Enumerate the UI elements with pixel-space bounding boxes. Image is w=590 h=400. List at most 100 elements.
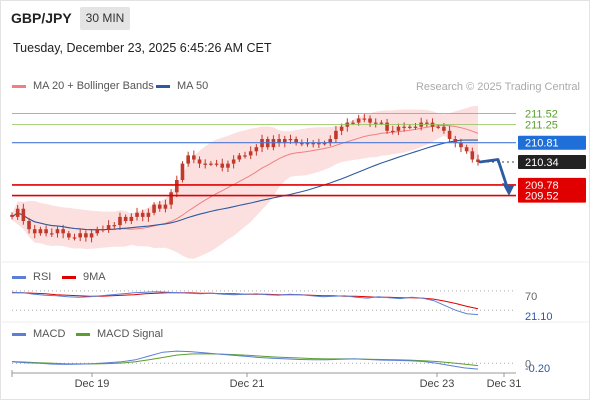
legend-ma50: MA 50 bbox=[156, 80, 208, 92]
ma50-line bbox=[11, 139, 478, 231]
candle bbox=[38, 229, 43, 234]
candle bbox=[237, 155, 242, 160]
rsi-tick-value: 21.10 bbox=[525, 311, 553, 323]
candle bbox=[123, 216, 128, 221]
candle bbox=[373, 122, 378, 124]
level-badge-last bbox=[518, 154, 586, 169]
level-label-last: 210.34 bbox=[525, 157, 559, 169]
candle bbox=[322, 143, 327, 145]
legend-rsi-label: RSI bbox=[33, 271, 52, 283]
legend-macd-label: MACD bbox=[33, 328, 66, 340]
candle bbox=[248, 151, 253, 156]
candle bbox=[390, 130, 395, 132]
candle bbox=[413, 126, 418, 128]
forecast-arrow bbox=[478, 158, 510, 192]
rsi-swatch bbox=[12, 275, 26, 279]
level-badge-support bbox=[518, 177, 586, 192]
candle bbox=[442, 126, 446, 131]
legend-rsi-ma: 9MA bbox=[62, 271, 106, 283]
candle bbox=[192, 155, 196, 160]
candle bbox=[277, 139, 281, 144]
candle bbox=[317, 143, 321, 145]
candle bbox=[44, 229, 48, 234]
candle bbox=[288, 139, 293, 141]
macd-line bbox=[11, 350, 479, 370]
timeframe-button[interactable]: 30 MIN bbox=[80, 7, 130, 30]
legend-rsi: RSI bbox=[12, 271, 51, 283]
candles bbox=[10, 113, 480, 243]
candle bbox=[197, 159, 202, 164]
legend-macd-signal: MACD Signal bbox=[76, 328, 163, 340]
macd-tick-zero: 0 bbox=[525, 358, 531, 370]
candle bbox=[214, 163, 219, 165]
level-label-resistance: 211.52 bbox=[525, 109, 558, 121]
candle bbox=[379, 122, 384, 124]
candle bbox=[351, 122, 355, 124]
candle bbox=[300, 143, 304, 145]
candle bbox=[305, 143, 310, 145]
candle bbox=[84, 233, 88, 238]
legend-macd-signal-label: MACD Signal bbox=[97, 328, 164, 340]
candle bbox=[226, 163, 230, 168]
candle bbox=[447, 130, 452, 139]
candle bbox=[135, 212, 139, 217]
candle bbox=[220, 163, 225, 168]
candle bbox=[459, 143, 463, 148]
rsi-tick-70: 70 bbox=[525, 291, 537, 303]
level-label-pivot: 210.81 bbox=[525, 138, 559, 150]
candle bbox=[89, 233, 94, 238]
candle bbox=[356, 118, 361, 123]
bollinger-bands bbox=[12, 105, 478, 259]
legend-rsi-ma-label: 9MA bbox=[83, 271, 106, 283]
candle bbox=[408, 126, 412, 128]
macd-tick-value: -0.20 bbox=[525, 363, 550, 375]
candle bbox=[175, 180, 179, 193]
candle bbox=[470, 151, 475, 160]
candle bbox=[328, 139, 333, 144]
candle bbox=[425, 122, 429, 124]
candle bbox=[436, 126, 441, 128]
candle bbox=[15, 208, 20, 217]
candle bbox=[385, 122, 389, 131]
candle bbox=[169, 192, 173, 205]
rsi-ma-swatch bbox=[62, 275, 76, 279]
legend-macd: MACD bbox=[12, 328, 65, 340]
candle bbox=[72, 237, 77, 239]
candle bbox=[334, 130, 338, 139]
candle bbox=[180, 163, 185, 180]
forecast-arrow-head bbox=[502, 182, 514, 196]
candle bbox=[10, 214, 14, 217]
legend-ma50-label: MA 50 bbox=[177, 80, 209, 92]
candle bbox=[209, 163, 213, 165]
candle bbox=[186, 155, 190, 164]
x-tick-label: Dec 21 bbox=[230, 378, 265, 390]
candle bbox=[140, 212, 145, 217]
candle bbox=[101, 229, 105, 231]
candle bbox=[311, 143, 315, 145]
candle bbox=[95, 229, 100, 234]
x-tick-label: Dec 19 bbox=[75, 378, 110, 390]
candle bbox=[464, 147, 469, 152]
candle bbox=[129, 216, 134, 221]
candle bbox=[402, 126, 406, 128]
candle bbox=[453, 139, 458, 144]
candle bbox=[152, 204, 156, 213]
level-label-support: 209.52 bbox=[525, 191, 559, 203]
ma50-swatch bbox=[156, 84, 170, 88]
rsi-ma-line bbox=[12, 292, 479, 310]
symbol-title: GBP/JPY bbox=[11, 10, 72, 26]
candle bbox=[106, 225, 111, 230]
candle bbox=[32, 229, 37, 234]
candle bbox=[368, 118, 372, 123]
candle bbox=[157, 204, 162, 209]
x-tick-label: Dec 31 bbox=[487, 378, 522, 390]
ma20-swatch bbox=[12, 84, 26, 88]
candle bbox=[112, 225, 117, 227]
candle bbox=[362, 118, 367, 120]
level-badge-support bbox=[518, 188, 586, 203]
candle bbox=[282, 139, 287, 144]
candle bbox=[163, 204, 168, 209]
candle bbox=[243, 155, 247, 157]
candle bbox=[254, 147, 259, 152]
